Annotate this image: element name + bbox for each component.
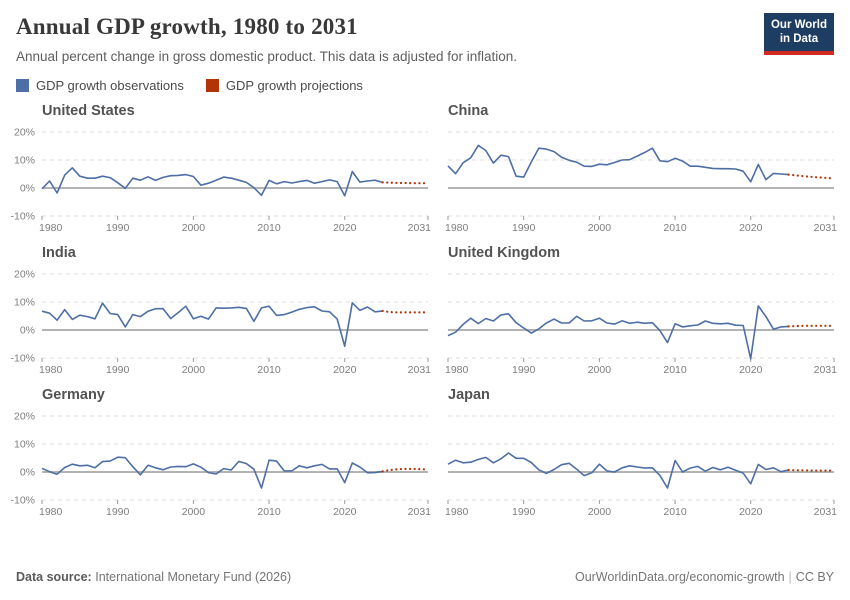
svg-text:2020: 2020 [333,506,357,518]
svg-text:2031: 2031 [814,364,838,376]
chart-united-states: United States 20% 10% 0% -10% 1980 1990 2000 20… [10,103,431,235]
data-source-value: International Monetary Fund (2026) [95,570,292,584]
svg-text:10%: 10% [14,297,35,309]
owid-url-link[interactable]: OurWorldinData.org/economic-growth [574,570,785,584]
svg-text:2020: 2020 [739,222,763,234]
chart-japan: Japan 1980 1990 2000 2010 2020 2031 [445,387,837,518]
projections-swatch-icon [205,79,219,92]
data-source-label: Data source: [16,570,92,584]
svg-text:1980: 1980 [445,222,469,234]
chart-footer: Data source: International Monetary Fund… [0,570,850,600]
svg-text:-10%: -10% [10,211,35,223]
svg-text:1980: 1980 [445,364,469,376]
svg-text:2010: 2010 [257,222,281,234]
svg-text:2010: 2010 [257,364,281,376]
svg-text:1990: 1990 [512,222,536,234]
svg-text:0%: 0% [20,325,35,337]
footer-separator: | [788,570,792,584]
svg-text:2000: 2000 [182,364,206,376]
legend-item-observations: GDP growth observations [16,78,184,93]
svg-text:1980: 1980 [39,364,63,376]
svg-text:2031: 2031 [408,364,432,376]
svg-text:2020: 2020 [739,506,763,518]
svg-text:20%: 20% [14,269,35,281]
chart-title-india: India [42,245,76,261]
svg-text:1990: 1990 [106,222,130,234]
page-title: Annual GDP growth, 1980 to 2031 [16,14,358,39]
svg-text:2020: 2020 [333,222,357,234]
chart-subtitle: Annual percent change in gross domestic … [16,49,518,64]
svg-text:2031: 2031 [814,506,838,518]
owid-logo[interactable]: Our World in Data [763,13,834,55]
chart-canvas-india[interactable]: 20% 10% 0% -10% 1980 1990 2000 2010 2020 2031 [10,266,431,377]
chart-title-united-kingdom: United Kingdom [448,245,560,261]
svg-text:1990: 1990 [106,506,130,518]
chart-canvas-china[interactable]: 1980 1990 2000 2010 2020 2031 [445,124,837,234]
observations-swatch-icon [16,79,29,92]
svg-text:2010: 2010 [663,222,687,234]
chart-canvas-germany[interactable]: 20% 10% 0% -10% 1980 1990 2000 2010 2020 2031 [10,408,431,519]
svg-text:2031: 2031 [408,222,432,234]
chart-title-united-states: United States [42,103,135,119]
svg-text:2020: 2020 [333,364,357,376]
svg-text:2000: 2000 [588,364,612,376]
legend-label-observations: GDP growth observations [36,78,184,93]
small-multiples-grid: United States 20% 10% 0% -10% 1980 1990 2000 20… [0,103,850,519]
chart-title-germany: Germany [42,387,105,403]
svg-text:10%: 10% [14,439,35,451]
svg-text:2020: 2020 [739,364,763,376]
svg-text:2000: 2000 [588,506,612,518]
chart-canvas-united-kingdom[interactable]: 1980 1990 2000 2010 2020 2031 [445,266,837,376]
owid-logo-line2: in Data [779,33,819,46]
svg-text:1980: 1980 [445,506,469,518]
chart-china: China 1980 1990 2000 2010 2020 2031 [445,103,837,234]
chart-india: India 20% 10% 0% -10% 1980 1990 2000 2010 2020 20… [10,245,431,377]
svg-text:1990: 1990 [512,506,536,518]
svg-text:0%: 0% [20,467,35,479]
svg-text:20%: 20% [14,411,35,423]
svg-text:20%: 20% [14,127,35,139]
owid-logo-line1: Our World [770,19,827,31]
svg-text:2000: 2000 [588,222,612,234]
chart-header: Annual GDP growth, 1980 to 2031 Our Worl… [0,0,850,93]
svg-text:2031: 2031 [814,222,838,234]
legend-item-projections: GDP growth projections [205,78,363,93]
svg-text:2010: 2010 [663,364,687,376]
svg-text:1980: 1980 [39,506,63,518]
chart-canvas-japan[interactable]: 1980 1990 2000 2010 2020 2031 [445,408,837,518]
chart-united-kingdom: United Kingdom 1980 1990 2000 2010 2020 2031 [445,245,837,376]
footer-links: OurWorldinData.org/economic-growth | CC BY [575,570,834,584]
svg-text:-10%: -10% [10,353,35,365]
svg-text:1990: 1990 [512,364,536,376]
svg-text:2031: 2031 [408,506,432,518]
svg-text:1990: 1990 [106,364,130,376]
data-source: Data source: International Monetary Fund… [16,570,291,584]
svg-text:2010: 2010 [663,506,687,518]
chart-title-japan: Japan [448,387,490,403]
legend-label-projections: GDP growth projections [225,78,363,93]
chart-canvas-united-states[interactable]: 20% 10% 0% -10% 1980 1990 2000 2010 2020 2031 [10,124,431,235]
legend: GDP growth observations GDP growth proje… [16,78,834,93]
svg-text:2010: 2010 [257,506,281,518]
svg-text:2000: 2000 [182,506,206,518]
svg-text:10%: 10% [14,155,35,167]
svg-text:2000: 2000 [182,222,206,234]
svg-text:1980: 1980 [39,222,63,234]
chart-title-china: China [448,103,489,119]
svg-text:-10%: -10% [10,495,35,507]
license-label: CC BY [795,570,834,584]
chart-germany: Germany 20% 10% 0% -10% 1980 1990 2000 2010 2020… [10,387,431,519]
svg-text:0%: 0% [20,183,35,195]
